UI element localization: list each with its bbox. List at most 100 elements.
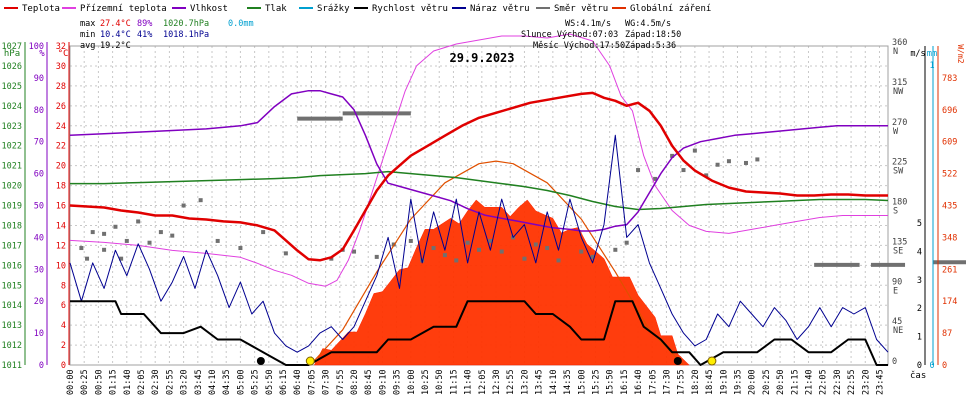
axis-tick-percent: 40 xyxy=(34,233,44,243)
axis-tick-ms: 0 xyxy=(917,361,922,371)
x-axis-tick: 05:00 xyxy=(236,369,246,395)
stats-value: 41% xyxy=(137,30,152,40)
wind-direction-point xyxy=(90,230,95,235)
x-axis-tick: 20:00 xyxy=(748,369,758,395)
x-axis-unit: čas xyxy=(910,370,926,381)
x-axis-tick: 13:20 xyxy=(520,369,530,395)
axis-tick-percent: 60 xyxy=(34,170,44,180)
x-axis-tick: 23:45 xyxy=(875,369,885,395)
x-axis-tick: 14:10 xyxy=(549,369,559,395)
wind-direction-point xyxy=(181,203,186,208)
axis-tick-celsius: 32 xyxy=(56,42,66,52)
axis-tick-wm2: 348 xyxy=(942,233,957,243)
wind-direction-point xyxy=(692,148,697,153)
axis-tick-hpa: 1025 xyxy=(2,82,22,92)
plot-area xyxy=(69,33,966,366)
x-axis-tick: 15:25 xyxy=(591,369,601,395)
axis-tick-dir: 45 xyxy=(892,317,902,327)
wind-direction-point xyxy=(590,254,595,259)
axis-tick-percent: 20 xyxy=(34,297,44,307)
axis-unit-hpa: hPa xyxy=(4,49,20,59)
axis-tick-percent: 10 xyxy=(34,329,44,339)
wind-direction-point xyxy=(522,256,527,261)
wind-direction-point xyxy=(170,233,175,238)
x-axis-tick: 18:45 xyxy=(705,369,715,395)
axis-tick-celsius: 20 xyxy=(56,162,66,172)
wind-direction-point xyxy=(465,240,470,245)
axis-unit-celsius: °C xyxy=(58,49,69,59)
legend-label: Tlak xyxy=(265,4,287,14)
sunrise-marker xyxy=(305,356,315,366)
axis-tick-ms: 1 xyxy=(917,333,922,343)
wind-direction-point xyxy=(653,176,658,181)
axis-tick-dir: 180 xyxy=(892,198,907,208)
series-line-tlak xyxy=(70,170,889,211)
wind-direction-point xyxy=(119,256,124,261)
axis-tick-celsius: 24 xyxy=(56,122,66,132)
stats-value: 27.4°C xyxy=(100,19,131,29)
wind-direction-point xyxy=(374,254,379,259)
wind-direction-point xyxy=(79,246,84,251)
axis-tick-percent: 80 xyxy=(34,106,44,116)
axis-tick-dir-cardinal: W xyxy=(893,127,899,137)
x-axis-tick: 19:35 xyxy=(733,369,743,395)
x-axis-tick: 04:35 xyxy=(222,369,232,395)
axes: 1011101210131014101510161017101810191020… xyxy=(2,38,965,395)
axis-tick-hpa: 1018 xyxy=(2,221,22,231)
wind-direction-point xyxy=(102,231,107,236)
x-axis-tick: 17:05 xyxy=(648,369,658,395)
axis-tick-celsius: 2 xyxy=(61,341,66,351)
axis-tick-celsius: 14 xyxy=(56,221,66,231)
axis-tick-wm2: 696 xyxy=(942,106,957,116)
x-axis-tick: 01:40 xyxy=(123,369,133,395)
wind-direction-point xyxy=(556,258,561,263)
legend-label: Náraz větru xyxy=(470,4,530,14)
axis-tick-celsius: 4 xyxy=(61,321,66,331)
axis-tick-dir: 315 xyxy=(892,78,907,88)
wind-direction-point xyxy=(670,153,675,158)
x-axis-tick: 08:45 xyxy=(364,369,374,395)
axis-tick-celsius: 12 xyxy=(56,241,66,251)
wind-direction-point xyxy=(147,240,152,245)
moonrise-marker xyxy=(673,357,682,365)
axis-tick-dir-cardinal: S xyxy=(893,207,898,217)
axis-tick-celsius: 18 xyxy=(56,182,66,192)
x-axis-tick: 12:05 xyxy=(478,369,488,395)
wind-direction-point xyxy=(215,238,220,243)
axis-tick-hpa: 1024 xyxy=(2,102,22,112)
axis-tick-hpa: 1016 xyxy=(2,261,22,271)
x-axis-tick: 10:00 xyxy=(407,369,417,395)
x-axis-tick: 15:50 xyxy=(606,369,616,395)
axis-tick-percent: 0 xyxy=(39,361,44,371)
x-axis-tick: 02:55 xyxy=(165,369,175,395)
x-axis-tick: 22:30 xyxy=(833,369,843,395)
axis-tick-mm: 0 xyxy=(929,361,934,371)
x-axis-tick: 17:30 xyxy=(662,369,672,395)
x-axis-tick: 02:05 xyxy=(137,369,147,395)
axis-tick-wm2: 783 xyxy=(942,74,957,84)
axis-tick-hpa: 1012 xyxy=(2,341,22,351)
axis-tick-percent: 90 xyxy=(34,74,44,84)
x-axis-tick: 05:25 xyxy=(251,369,261,395)
axis-unit-ms: m/s xyxy=(910,49,925,59)
axis-tick-celsius: 22 xyxy=(56,142,66,152)
legend-label: Globální záření xyxy=(630,4,711,14)
stats-value: 1018.1hPa xyxy=(163,30,209,40)
x-axis-tick: 20:25 xyxy=(762,369,772,395)
axis-tick-hpa: 1023 xyxy=(2,122,22,132)
axis-unit-mm: mm xyxy=(927,49,937,59)
wind-direction-point xyxy=(85,256,90,261)
wind-direction-point xyxy=(624,240,629,245)
sunset-marker xyxy=(707,356,717,366)
axis-tick-dir: 0 xyxy=(892,357,897,367)
wind-direction-point xyxy=(579,249,584,254)
x-axis-tick: 16:40 xyxy=(634,369,644,395)
axis-tick-percent: 30 xyxy=(34,265,44,275)
axis-tick-mm: 1 xyxy=(929,61,934,71)
x-axis-tick: 00:00 xyxy=(66,369,76,395)
x-axis-tick: 06:40 xyxy=(293,369,303,395)
axis-tick-wm2: 609 xyxy=(942,138,957,148)
axis-tick-hpa: 1021 xyxy=(2,162,22,172)
wind-direction-point xyxy=(613,247,618,252)
x-axis-tick: 00:50 xyxy=(94,369,104,395)
